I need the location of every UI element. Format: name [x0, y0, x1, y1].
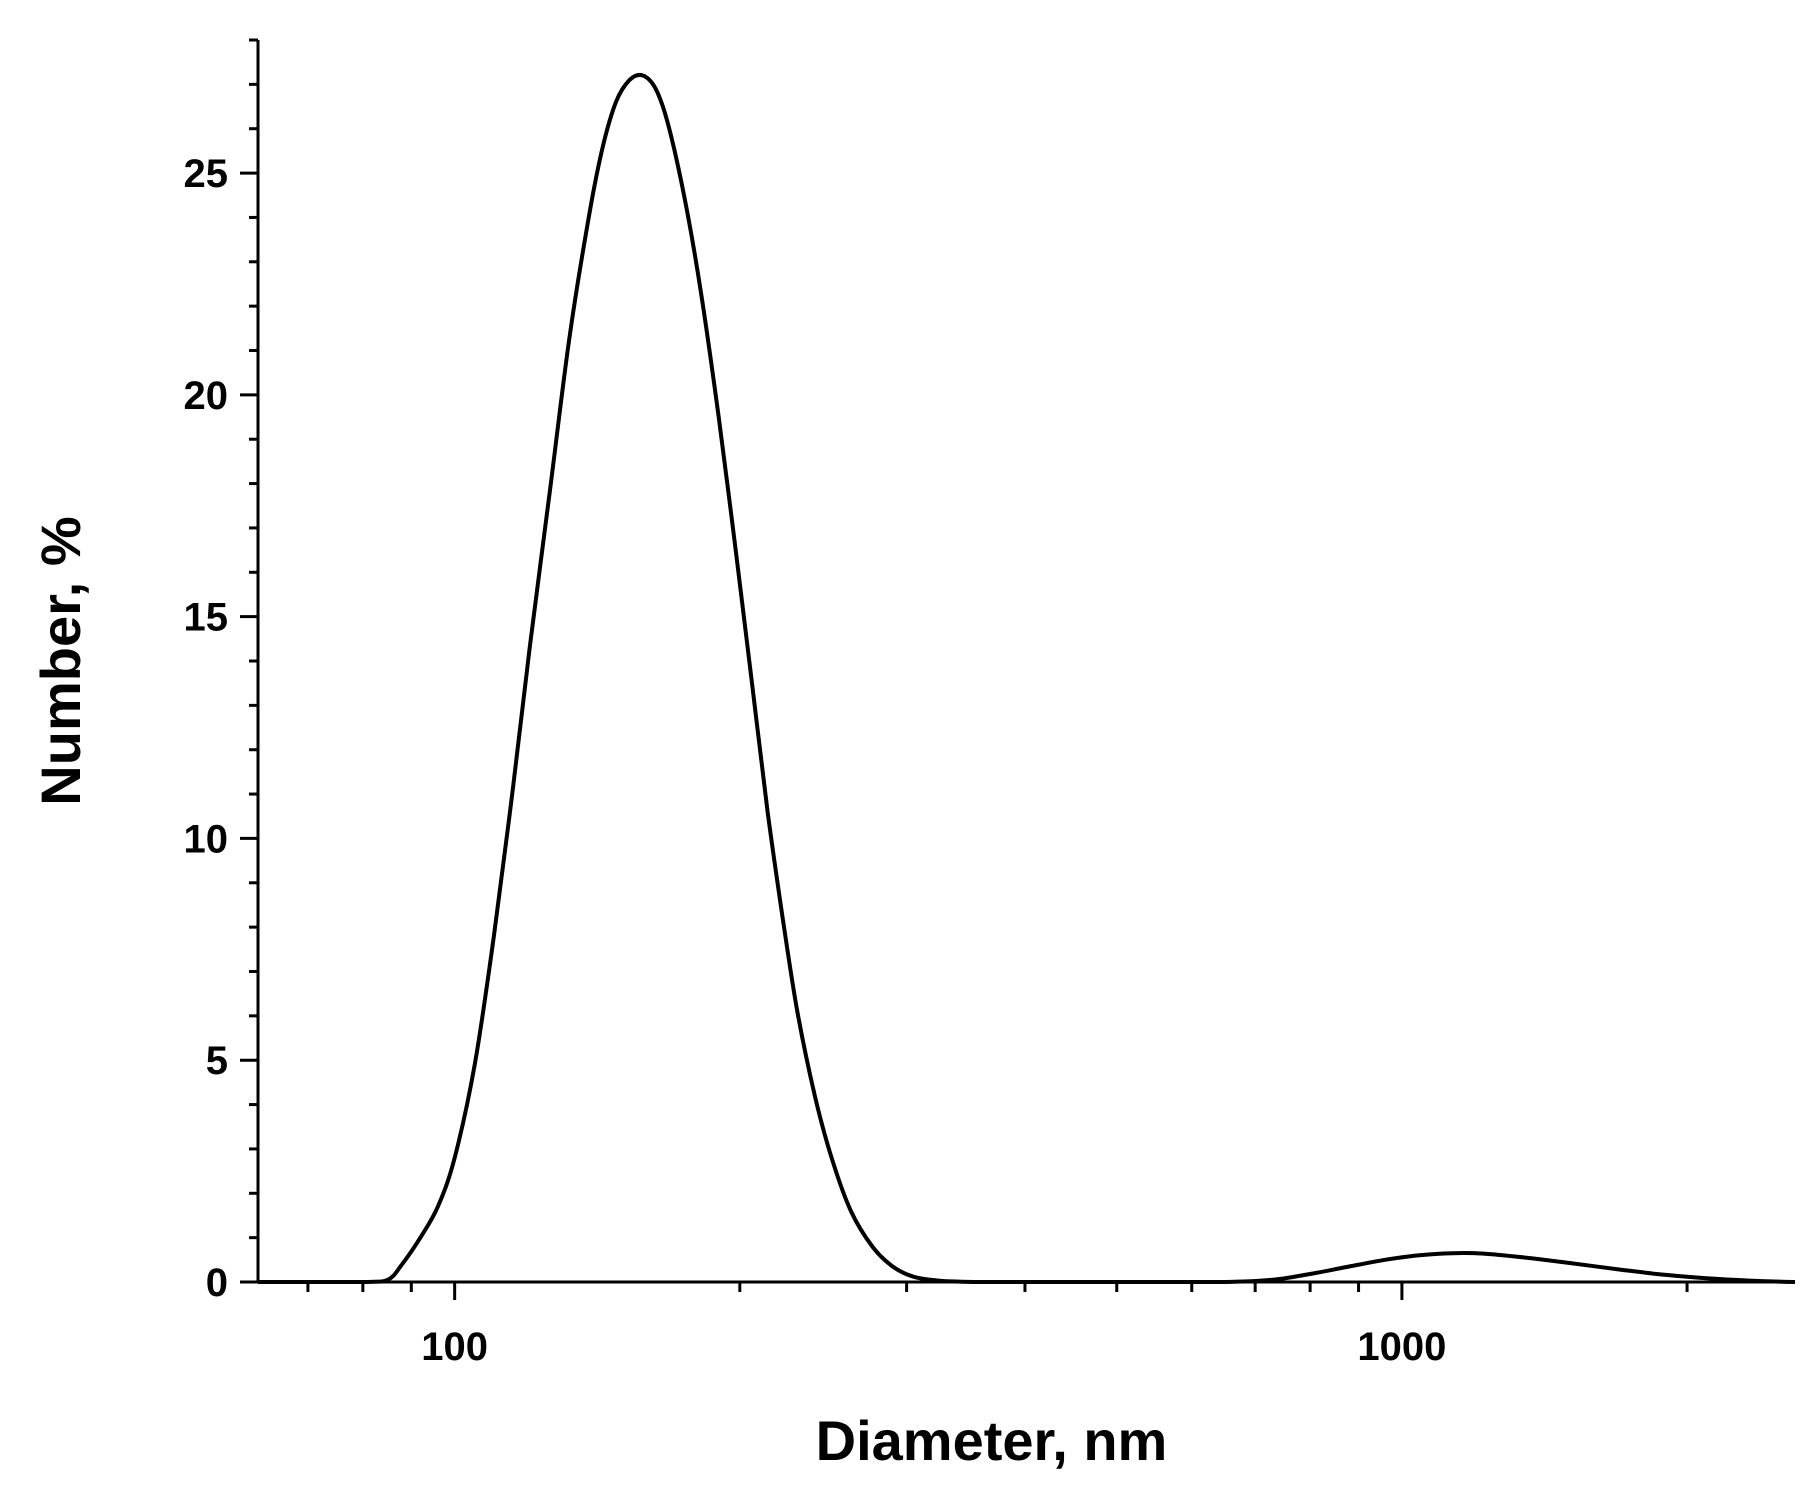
y-ticks: 0 5 10 15 20 25 [184, 38, 258, 1305]
x-ticks: 100 1000 [306, 1282, 1689, 1369]
y-tick-label: 10 [184, 817, 229, 861]
x-tick-label: 1000 [1357, 1325, 1446, 1369]
y-axis-title: Number, % [29, 516, 92, 805]
axes [256, 40, 1795, 1284]
distribution-curve [258, 72, 1796, 1285]
x-tick-label: 100 [421, 1325, 488, 1369]
y-tick-label: 25 [184, 152, 229, 196]
y-tick-label: 5 [206, 1039, 228, 1083]
y-tick-label: 15 [184, 596, 229, 640]
y-tick-label: 0 [206, 1261, 228, 1305]
x-axis-title: Diameter, nm [816, 1409, 1168, 1472]
series-layer [258, 72, 1796, 1285]
y-tick-label: 20 [184, 374, 229, 418]
